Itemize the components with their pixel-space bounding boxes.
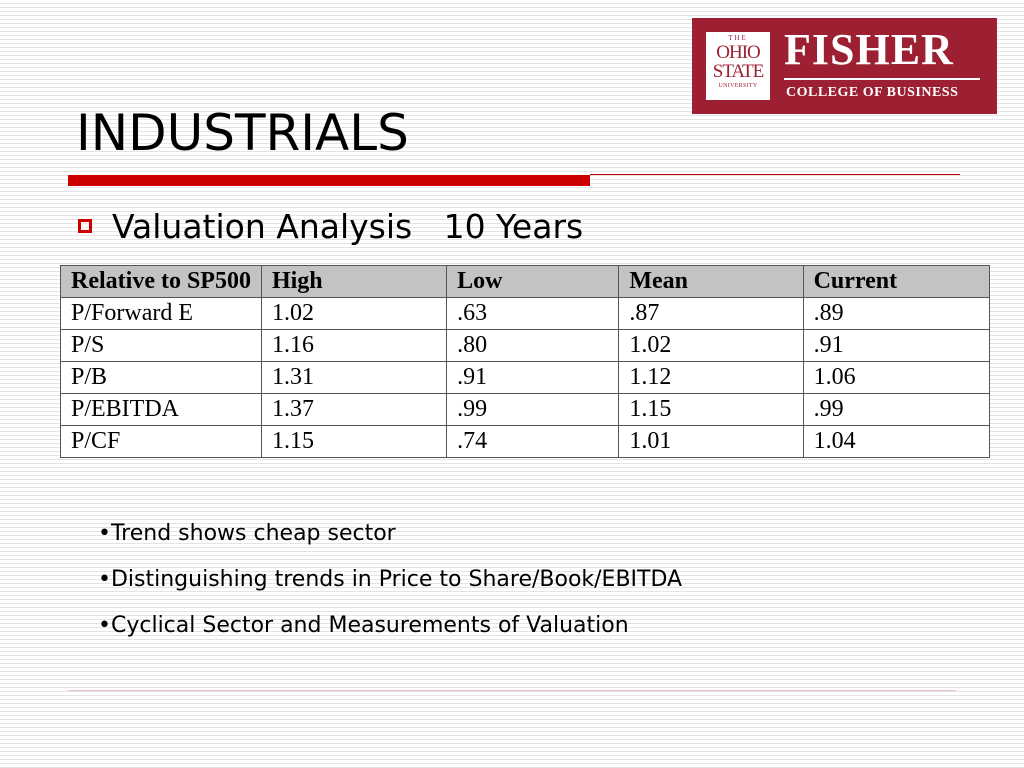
title-underline-bar (68, 175, 590, 186)
table-cell: 1.12 (618, 361, 804, 394)
table-cell: .99 (802, 393, 991, 426)
bullet-item: •Distinguishing trends in Price to Share… (98, 567, 683, 592)
title-underline-rule (590, 174, 960, 175)
table-row: P/B 1.31 .91 1.12 1.06 (60, 361, 991, 394)
table-cell: 1.04 (802, 425, 991, 458)
table-cell: 1.15 (260, 425, 448, 458)
table-cell: .63 (446, 297, 620, 330)
table-cell: 1.01 (618, 425, 804, 458)
table-cell: .74 (446, 425, 620, 458)
table-header-row: Relative to SP500 High Low Mean Current (60, 265, 991, 298)
seal-ohio: OHIO (716, 42, 761, 63)
table-cell: P/B (60, 361, 262, 394)
logo-name: FISHER (784, 25, 954, 74)
table-cell: P/EBITDA (60, 393, 262, 426)
header-high: High (260, 265, 448, 298)
table-row: P/EBITDA 1.37 .99 1.15 .99 (60, 393, 991, 426)
table-row: P/CF 1.15 .74 1.01 1.04 (60, 425, 991, 458)
logo-subtitle: COLLEGE OF BUSINESS (786, 85, 959, 100)
table-cell: 1.02 (618, 329, 804, 362)
subtitle-text: Valuation Analysis 10 Years (112, 206, 584, 246)
seal-the: THE (728, 34, 748, 42)
header-mean: Mean (618, 265, 804, 298)
table-cell: .91 (802, 329, 991, 362)
logo-divider (784, 78, 980, 80)
bullet-list: •Trend shows cheap sector •Distinguishin… (98, 518, 682, 656)
table-cell: P/CF (60, 425, 262, 458)
slide-title: INDUSTRIALS (76, 104, 409, 162)
table-cell: 1.02 (260, 297, 448, 330)
header-relative-to-sp500: Relative to SP500 (60, 265, 262, 298)
bullet-item: •Trend shows cheap sector (98, 521, 396, 546)
bullet-item: •Cyclical Sector and Measurements of Val… (98, 613, 629, 638)
header-current: Current (802, 265, 991, 298)
seal-university: UNIVERSITY (718, 83, 758, 89)
table-cell: 1.15 (618, 393, 804, 426)
table-cell: P/S (60, 329, 262, 362)
table-cell: 1.16 (260, 329, 448, 362)
slide-subtitle: Valuation Analysis 10 Years (78, 206, 583, 246)
table-cell: 1.06 (802, 361, 991, 394)
table-row: P/S 1.16 .80 1.02 .91 (60, 329, 991, 362)
header-low: Low (446, 265, 620, 298)
ohio-state-seal: THE OHIO STATE UNIVERSITY (706, 32, 770, 100)
table-cell: .99 (446, 393, 620, 426)
hollow-square-bullet-icon (78, 219, 92, 233)
valuation-table: Relative to SP500 High Low Mean Current … (60, 265, 991, 458)
table-cell: .89 (802, 297, 991, 330)
table-cell: .87 (618, 297, 804, 330)
table-row: P/Forward E 1.02 .63 .87 .89 (60, 297, 991, 330)
footer-divider (68, 690, 956, 691)
seal-state: STATE (712, 61, 764, 82)
table-cell: 1.37 (260, 393, 448, 426)
table-cell: .80 (446, 329, 620, 362)
table-cell: .91 (446, 361, 620, 394)
table-cell: 1.31 (260, 361, 448, 394)
fisher-college-logo: THE OHIO STATE UNIVERSITY FISHER COLLEGE… (692, 18, 997, 114)
table-cell: P/Forward E (60, 297, 262, 330)
